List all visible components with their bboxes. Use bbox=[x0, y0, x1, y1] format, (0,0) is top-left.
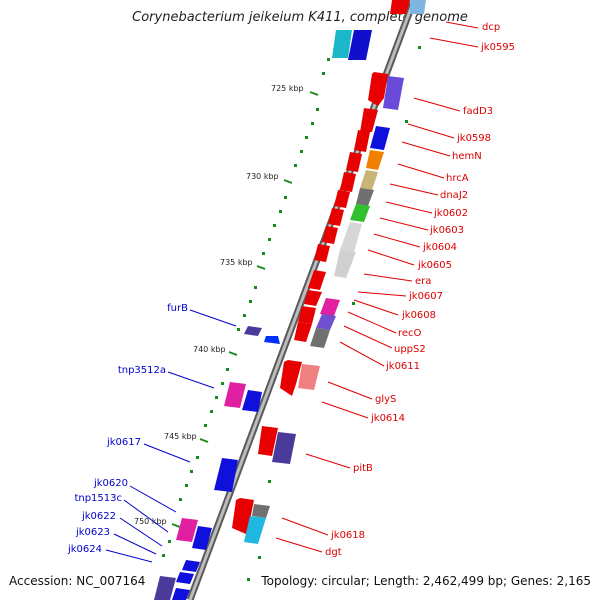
scale-label: 745 kbp bbox=[164, 432, 197, 441]
gene-label-forward[interactable]: dcp bbox=[482, 22, 500, 33]
gene-feature bbox=[348, 30, 372, 60]
gene-label-reverse[interactable]: tnp3512a bbox=[118, 365, 166, 376]
gene-feature bbox=[332, 30, 352, 58]
gene-label-reverse[interactable]: jk0617 bbox=[106, 437, 141, 448]
gene-label-forward[interactable]: jk0604 bbox=[422, 242, 457, 253]
genome-stats-text: Topology: circular; Length: 2,462,499 bp… bbox=[261, 574, 591, 588]
scale-tick bbox=[256, 265, 266, 270]
scale-label: 750 kbp bbox=[134, 517, 167, 526]
gene-label-forward[interactable]: jk0611 bbox=[385, 361, 420, 372]
gene-label-forward[interactable]: era bbox=[415, 276, 431, 287]
gene-label-forward[interactable]: dnaJ2 bbox=[440, 190, 468, 201]
gene-label-forward[interactable]: jk0608 bbox=[401, 310, 436, 321]
gene-label-forward[interactable]: fadD3 bbox=[463, 106, 493, 117]
scale-track bbox=[162, 46, 421, 581]
gene-label-forward[interactable]: dgt bbox=[325, 547, 342, 558]
scale-tick bbox=[283, 179, 293, 184]
gene-label-forward[interactable]: pitB bbox=[353, 463, 373, 474]
gene-label-forward[interactable]: jk0602 bbox=[433, 208, 468, 219]
gene-label-reverse[interactable]: furB bbox=[167, 303, 188, 314]
gene-features-reverse bbox=[154, 326, 280, 600]
gene-label-forward[interactable]: jk0603 bbox=[429, 225, 464, 236]
scale-tick bbox=[228, 351, 238, 356]
gene-label-reverse[interactable]: jk0620 bbox=[93, 478, 128, 489]
scale-label: 725 kbp bbox=[271, 84, 304, 93]
gene-label-forward[interactable]: recO bbox=[398, 328, 422, 339]
gene-label-reverse[interactable]: tnp1513c bbox=[74, 493, 122, 504]
scale-label: 730 kbp bbox=[246, 172, 279, 181]
scale-tick bbox=[171, 523, 181, 528]
gene-label-reverse[interactable]: jk0624 bbox=[67, 544, 102, 555]
gene-label-reverse[interactable]: jk0622 bbox=[81, 511, 116, 522]
scale-tick bbox=[309, 91, 319, 96]
gene-label-reverse[interactable]: jk0623 bbox=[75, 527, 110, 538]
gene-label-forward[interactable]: jk0605 bbox=[417, 260, 452, 271]
gene-features-top bbox=[332, 0, 426, 60]
gene-connectors-forward bbox=[275, 21, 479, 553]
scale-label: 740 kbp bbox=[193, 345, 226, 354]
accession-text: Accession: NC_007164 bbox=[9, 574, 146, 588]
scale-label: 735 kbp bbox=[220, 258, 253, 267]
gene-label-forward[interactable]: jk0598 bbox=[456, 133, 491, 144]
gene-label-forward[interactable]: hemN bbox=[452, 151, 482, 162]
scale-tick bbox=[199, 438, 209, 443]
gene-label-forward[interactable]: glyS bbox=[375, 394, 396, 405]
gene-features-forward bbox=[232, 72, 404, 544]
gene-feature bbox=[410, 0, 426, 14]
map-title: Corynebacterium jeikeium K411, complete … bbox=[132, 10, 468, 25]
gene-label-forward[interactable]: jk0618 bbox=[330, 530, 365, 541]
gene-connectors-reverse bbox=[105, 309, 237, 563]
gene-feature bbox=[390, 0, 410, 14]
gene-label-forward[interactable]: jk0614 bbox=[370, 413, 405, 424]
gene-label-forward[interactable]: hrcA bbox=[446, 173, 469, 184]
gene-label-forward[interactable]: jk0595 bbox=[480, 42, 515, 53]
gene-label-forward[interactable]: uppS2 bbox=[394, 344, 426, 355]
gene-label-forward[interactable]: jk0607 bbox=[408, 291, 443, 302]
scale-tick-group bbox=[171, 91, 319, 528]
